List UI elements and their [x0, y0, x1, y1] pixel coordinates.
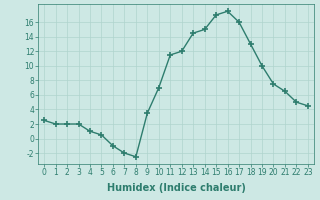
X-axis label: Humidex (Indice chaleur): Humidex (Indice chaleur): [107, 183, 245, 193]
